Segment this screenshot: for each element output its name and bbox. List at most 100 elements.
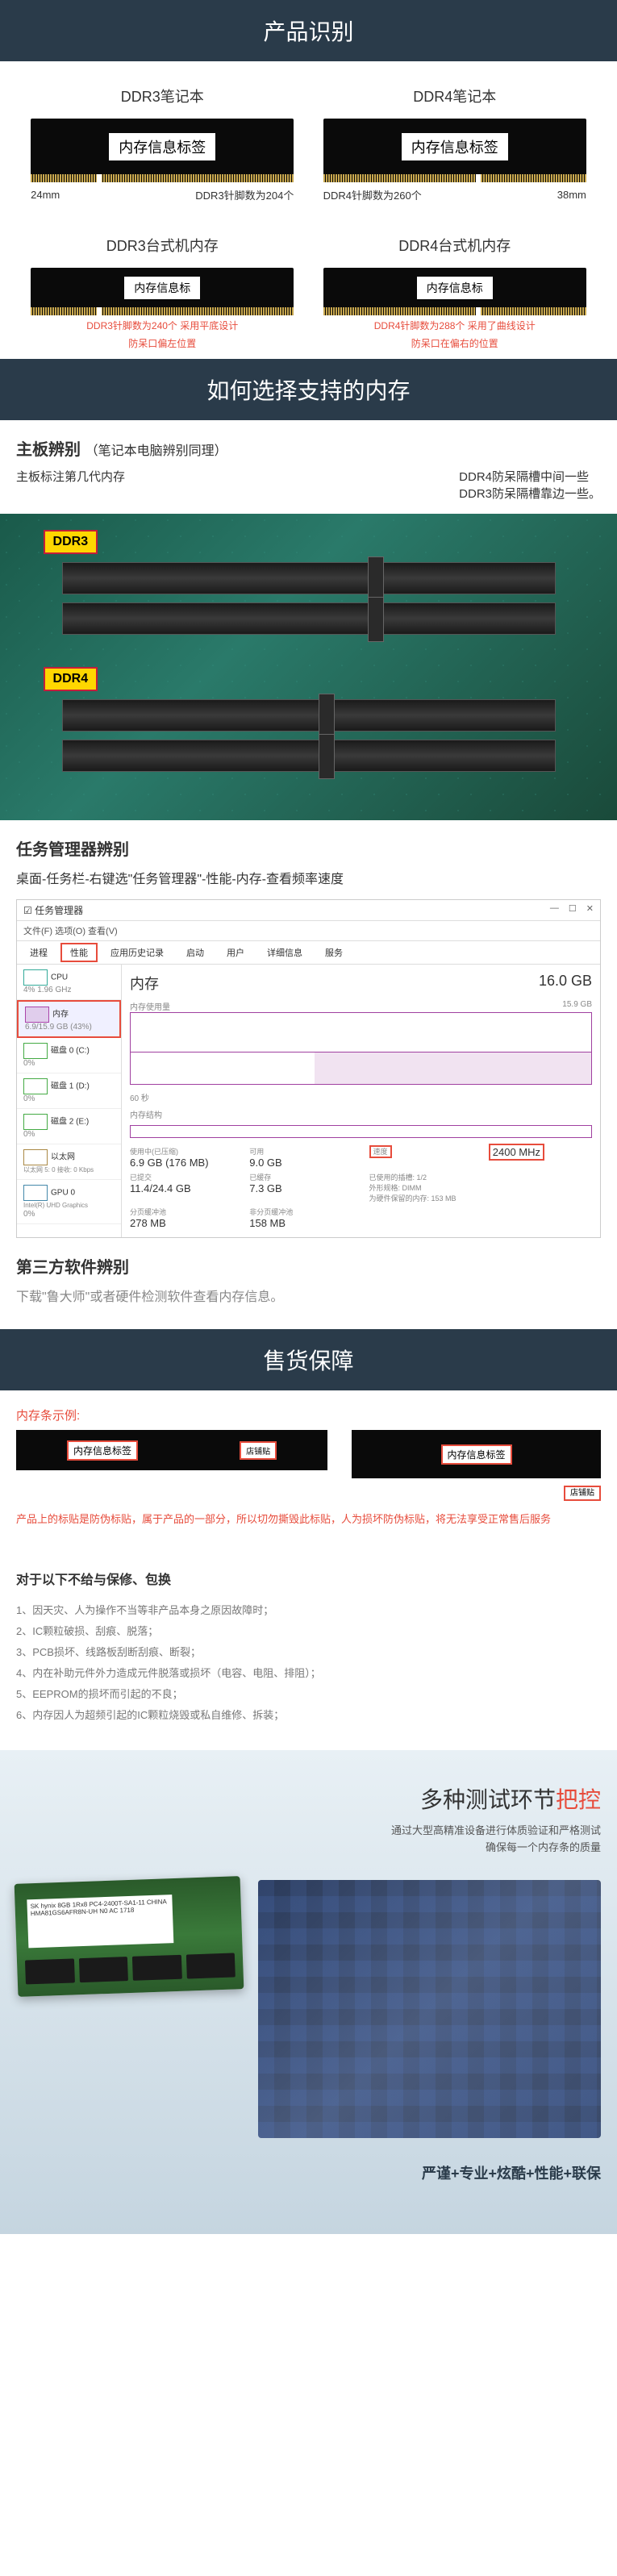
pins-text: DDR4针脚数为288个 采用了曲线设计	[323, 319, 586, 333]
title-highlight: 把控	[556, 1787, 601, 1812]
note-text: 防呆口在偏右的位置	[323, 336, 586, 351]
list-item: 3、PCB损坏、线路板刮断刮痕、断裂；	[16, 1642, 601, 1663]
thirdparty-title: 第三方软件辨别	[16, 1254, 601, 1278]
ddr4-slot-label: DDR4	[44, 667, 98, 691]
side-cpu[interactable]: CPU4% 1.96 GHz	[17, 965, 121, 1000]
width-text: 38mm	[557, 189, 586, 201]
struct-label: 内存结构	[130, 1108, 592, 1120]
side-disk1[interactable]: 磁盘 1 (D:)0%	[17, 1073, 121, 1109]
list-item: 2、IC颗粒破损、刮痕、脱落；	[16, 1621, 601, 1642]
example-title: 内存条示例:	[16, 1407, 601, 1423]
mobo-right-notes: DDR4防呆隔槽中间一些 DDR3防呆隔槽靠边一些。	[459, 468, 601, 502]
paged-label: 分页缓冲池	[130, 1207, 233, 1217]
note-text: 防呆口偏左位置	[31, 336, 294, 351]
side-memory[interactable]: 内存6.9/15.9 GB (43%)	[17, 1000, 121, 1038]
close-icon: ✕	[586, 903, 594, 917]
testing-subtitle: 通过大型高精准设备进行体质验证和严格测试 确保每一个内存条的质量	[16, 1823, 601, 1857]
ram-pins	[323, 174, 586, 182]
form-val: DIMM	[402, 1184, 422, 1192]
graph-time: 60 秒	[130, 1091, 592, 1103]
list-item: 4、内在补助元件外力造成元件脱落或损坏（电容、电阻、排阻）；	[16, 1663, 601, 1684]
tab-processes[interactable]: 进程	[20, 943, 57, 962]
side-ethernet[interactable]: 以太网以太网 5: 0 接收: 0 Kbps	[17, 1144, 121, 1180]
tab-services[interactable]: 服务	[315, 943, 352, 962]
ram-pins	[323, 307, 586, 315]
speed-label: 速度	[369, 1145, 392, 1158]
testing-title: 多种测试环节把控	[16, 1782, 601, 1815]
shop-sticker: 店铺贴	[240, 1441, 277, 1460]
menu-bar[interactable]: 文件(F) 选项(O) 查看(V)	[17, 921, 600, 941]
sub-line2: 确保每一个内存条的质量	[16, 1840, 601, 1857]
form-label: 外形规格:	[369, 1184, 401, 1192]
taskmgr-title: 任务管理器辨别	[16, 836, 601, 860]
desktop-ram-example: 内存信息标签 店铺贴	[16, 1430, 327, 1470]
hw-val: 153 MB	[431, 1194, 456, 1203]
used-val: 6.9 GB (176 MB)	[130, 1157, 233, 1169]
stats-grid: 使用中(已压缩)6.9 GB (176 MB) 可用9.0 GB 速度 2400…	[130, 1146, 592, 1229]
laptop-products-row: DDR3笔记本 内存信息标签 24mm DDR3针脚数为204个 DDR4笔记本…	[0, 61, 617, 210]
ddr4-laptop-image: 内存信息标签	[323, 119, 586, 175]
mobo-note1: DDR4防呆隔槽中间一些	[459, 468, 601, 485]
thirdparty-desc: 下载"鲁大师"或者硬件检测软件查看内存信息。	[16, 1286, 601, 1305]
window-controls[interactable]: —☐✕	[550, 903, 594, 917]
ram-info-label: 内存信息标签	[402, 133, 508, 160]
mobo-left-note: 主板标注第几代内存	[16, 468, 125, 502]
section-header-howto: 如何选择支持的内存	[0, 359, 617, 420]
ddr4-desktop-title: DDR4台式机内存	[323, 235, 586, 256]
info-label: 内存信息标签	[67, 1440, 138, 1461]
used-label: 使用中(已压缩)	[130, 1146, 233, 1157]
ram-info-label: 内存信息标	[417, 277, 493, 299]
testing-images: SK hynix 8GB 1Rx8 PC4-2400T-SA1-11 CHINA…	[16, 1880, 601, 2138]
chip-row	[25, 1953, 236, 1985]
ram-photo-container: SK hynix 8GB 1Rx8 PC4-2400T-SA1-11 CHINA…	[16, 1880, 242, 1993]
mobo-title: 主板辨别 （笔记本电脑辨别同理）	[16, 436, 601, 460]
tab-users[interactable]: 用户	[217, 943, 254, 962]
desktop-products-row: DDR3台式机内存 内存信息标 DDR3针脚数为240个 采用平底设计 防呆口偏…	[0, 210, 617, 359]
section-header-warranty: 售货保障	[0, 1329, 617, 1390]
main-panel: 内存 16.0 GB 内存使用量 15.9 GB 60 秒 内存结构 使用中(已压…	[122, 965, 600, 1237]
paged-val: 278 MB	[130, 1217, 233, 1229]
struct-bar	[130, 1125, 592, 1138]
laptop-ram-example: 内存信息标签 店铺贴	[352, 1430, 601, 1499]
ram-info-label: 内存信息标签	[109, 133, 215, 160]
ram-pins	[31, 307, 294, 315]
main-header: 内存 16.0 GB	[130, 973, 592, 994]
testing-section: 多种测试环节把控 通过大型高精准设备进行体质验证和严格测试 确保每一个内存条的质…	[0, 1750, 617, 2234]
ddr4-desktop-image: 内存信息标	[323, 268, 586, 308]
cache-label: 已缓存	[249, 1172, 352, 1182]
ddr4-laptop-col: DDR4笔记本 内存信息标签 DDR4针脚数为260个 38mm	[323, 85, 586, 202]
tab-startup[interactable]: 启动	[177, 943, 214, 962]
side-disk0[interactable]: 磁盘 0 (C:)0%	[17, 1038, 121, 1073]
tab-details[interactable]: 详细信息	[257, 943, 312, 962]
title-pre: 多种测试环节	[420, 1787, 556, 1812]
ram-slot	[62, 699, 556, 732]
pins-text: DDR3针脚数为240个 采用平底设计	[31, 319, 294, 333]
motherboard-image: DDR3 DDR4	[0, 514, 617, 820]
nonpaged-label: 非分页缓冲池	[249, 1207, 352, 1217]
titlebar: ☑ 任务管理器 —☐✕	[17, 900, 600, 921]
warranty-warning: 产品上的标贴是防伪标贴，属于产品的一部分，所以切勿撕毁此标贴，人为损坏防伪标贴，…	[16, 1511, 601, 1528]
avail-val: 9.0 GB	[249, 1157, 352, 1169]
measure-row: 24mm DDR3针脚数为204个	[31, 187, 294, 202]
list-item: 1、因天灾、人为操作不当等非产品本身之原因故障时；	[16, 1600, 601, 1621]
warranty-section: 内存条示例: 内存信息标签 店铺贴 内存信息标签 店铺贴 产品上的标贴是防伪标贴…	[0, 1390, 617, 1544]
tab-performance[interactable]: 性能	[60, 943, 98, 962]
memory-graph	[130, 1012, 592, 1085]
slots-val: 1/2	[417, 1173, 427, 1182]
usage-label: 内存使用量	[130, 1000, 170, 1012]
usage-max: 15.9 GB	[562, 1000, 592, 1012]
ddr4-laptop-title: DDR4笔记本	[323, 85, 586, 106]
warranty-heading: 对于以下不给与保修、包换	[16, 1569, 601, 1588]
nonpaged-val: 158 MB	[249, 1217, 352, 1229]
testing-footer: 严谨+专业+炫酷+性能+联保	[16, 2162, 601, 2183]
tab-history[interactable]: 应用历史记录	[101, 943, 173, 962]
cache-val: 7.3 GB	[249, 1182, 352, 1194]
ddr3-laptop-title: DDR3笔记本	[31, 85, 294, 106]
slots-label: 已使用的插槽:	[369, 1173, 415, 1182]
tabs: 进程 性能 应用历史记录 启动 用户 详细信息 服务	[17, 941, 600, 965]
side-gpu[interactable]: GPU 0Intel(R) UHD Graphics0%	[17, 1180, 121, 1224]
sidebar: CPU4% 1.96 GHz 内存6.9/15.9 GB (43%) 磁盘 0 …	[17, 965, 122, 1237]
ram-slot	[62, 602, 556, 635]
side-disk2[interactable]: 磁盘 2 (E:)0%	[17, 1109, 121, 1144]
warranty-list: 1、因天灾、人为操作不当等非产品本身之原因故障时； 2、IC颗粒破损、刮痕、脱落…	[16, 1600, 601, 1726]
